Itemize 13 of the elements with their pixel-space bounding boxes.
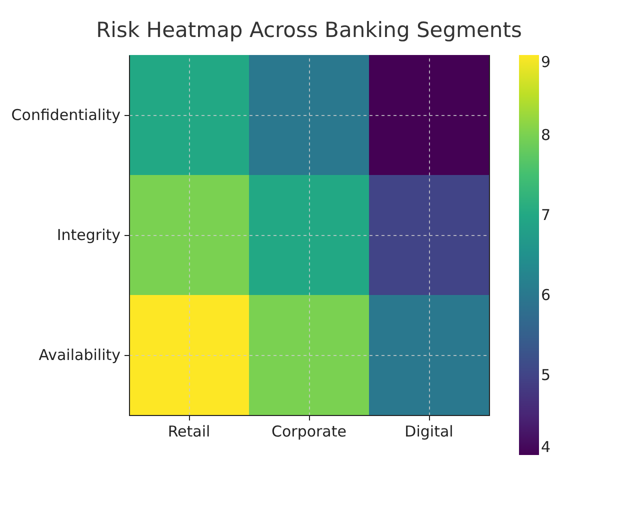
color-bar-label: 5 [541,366,551,384]
x-tick-label: Corporate [272,422,346,440]
y-tick-label: Confidentiality [11,106,121,124]
color-bar-label: 7 [541,206,551,224]
x-tick-label: Digital [404,422,454,440]
color-bar-label: 4 [541,438,551,456]
y-tick-label: Availability [38,346,121,364]
color-bar-label: 8 [541,126,551,144]
color-bar-label: 9 [541,53,551,71]
y-tick-label: Integrity [56,226,121,244]
x-tick-label: Retail [168,422,210,440]
chart-title: Risk Heatmap Across Banking Segments [96,18,522,42]
color-bar-label: 6 [541,286,551,304]
